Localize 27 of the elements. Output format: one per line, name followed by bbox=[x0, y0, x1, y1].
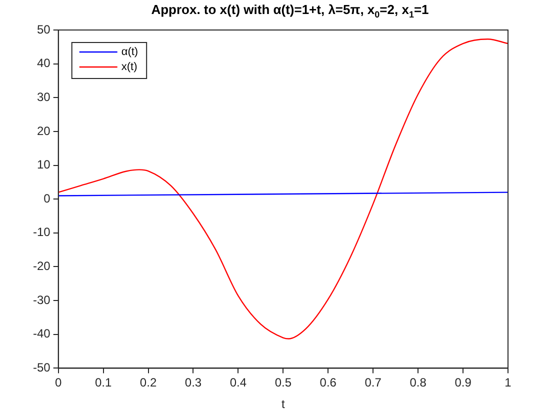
y-tick-label: -10 bbox=[33, 225, 51, 240]
y-tick-label: 0 bbox=[44, 191, 51, 206]
y-tick-label: -20 bbox=[33, 259, 51, 274]
y-tick-label: 30 bbox=[36, 90, 51, 104]
x-tick-label: 1 bbox=[504, 376, 512, 390]
x-tick-label: 0.2 bbox=[140, 376, 157, 390]
x-tick-label: 0.5 bbox=[274, 376, 292, 390]
y-tick-label: 50 bbox=[36, 22, 51, 36]
x-tick-label: 0.7 bbox=[364, 376, 382, 390]
legend-label: α(t) bbox=[121, 46, 138, 58]
x-axis-title: t bbox=[282, 397, 286, 412]
chart-title: Approx. to x(t) with α(t)=1+t, λ=5π, x$_{0}$=2, x$_{1}$=1 bbox=[150, 2, 430, 20]
x-tick-label: 0 bbox=[55, 376, 62, 390]
x-tick-label: 0.9 bbox=[454, 376, 472, 390]
x-tick-label: 0.1 bbox=[94, 376, 112, 390]
y-tick-label: 40 bbox=[36, 56, 51, 70]
line-series bbox=[58, 38, 508, 340]
x-tick-label: 0.8 bbox=[410, 376, 427, 390]
y-tick-label: -30 bbox=[33, 292, 51, 307]
y-tick-label: -50 bbox=[33, 360, 51, 375]
x-tick-label: 0.4 bbox=[230, 376, 247, 390]
y-tick-label: 10 bbox=[36, 158, 51, 172]
x-tick-label: 0.6 bbox=[320, 376, 337, 390]
y-tick-label: 20 bbox=[36, 124, 51, 138]
legend-label: x(t) bbox=[121, 61, 138, 74]
y-tick-label: -40 bbox=[33, 326, 51, 341]
x-tick-label: 0.3 bbox=[184, 376, 202, 390]
